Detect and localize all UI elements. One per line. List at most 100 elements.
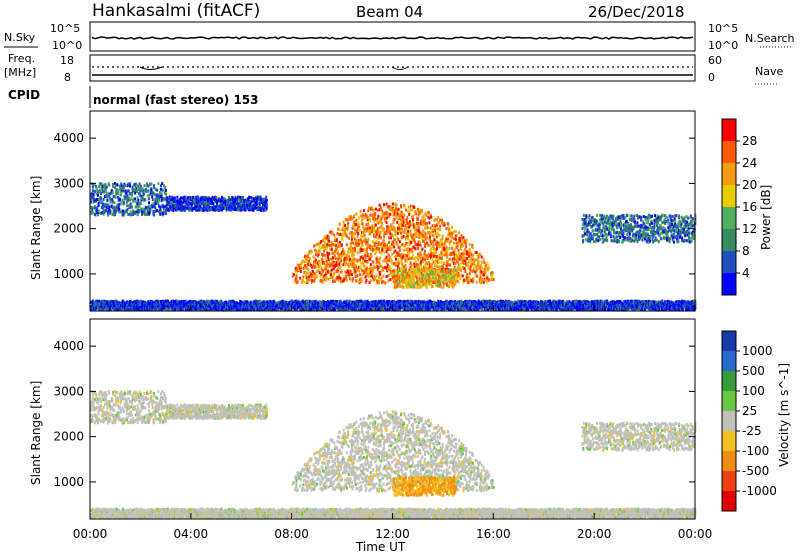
power-cell xyxy=(389,213,391,216)
power-cell xyxy=(408,213,410,216)
power-cell xyxy=(345,254,347,257)
power-cell xyxy=(406,226,408,229)
power-cell xyxy=(463,279,465,282)
power-cell xyxy=(428,244,430,247)
power-cell xyxy=(320,240,322,243)
power-cell xyxy=(253,209,255,212)
power-cell xyxy=(351,273,353,276)
station-title: Hankasalmi (fitACF) xyxy=(92,1,260,21)
power-cell xyxy=(137,213,139,216)
power-cell xyxy=(367,222,369,225)
power-cell xyxy=(152,210,154,213)
power-cell xyxy=(442,237,444,240)
power-cell xyxy=(652,240,654,243)
power-cell xyxy=(430,227,432,230)
power-cell xyxy=(641,226,643,229)
power-cell xyxy=(606,239,608,242)
power-cell xyxy=(375,208,377,211)
power-cell xyxy=(481,267,483,270)
power-cell xyxy=(321,273,323,276)
power-cell xyxy=(473,278,475,281)
power-cell xyxy=(165,193,167,196)
power-cell xyxy=(435,232,437,235)
power-cell xyxy=(355,275,357,278)
power-cell xyxy=(384,217,386,220)
date-title: 26/Dec/2018 xyxy=(588,3,684,21)
power-cell xyxy=(147,185,149,188)
power-cell xyxy=(486,280,488,283)
power-cell xyxy=(103,198,105,201)
power-cell xyxy=(674,236,676,239)
power-cell xyxy=(466,241,468,244)
power-cell xyxy=(636,225,638,228)
power-cell xyxy=(383,250,385,253)
beam-title: Beam 04 xyxy=(356,3,423,21)
power-cell xyxy=(460,269,462,272)
power-cell xyxy=(449,247,451,250)
power-cell xyxy=(439,257,441,260)
power-cell xyxy=(315,243,317,246)
power-cell xyxy=(455,277,457,280)
power-cell xyxy=(416,286,418,289)
power-cell xyxy=(360,210,362,213)
power-cell xyxy=(117,189,119,192)
power-cell xyxy=(381,269,383,272)
power-cell xyxy=(346,228,348,231)
power-cell xyxy=(377,215,379,218)
power-cell xyxy=(371,245,373,248)
power-cell xyxy=(228,196,230,199)
power-cell xyxy=(386,244,388,247)
power-cell xyxy=(405,209,407,212)
power-cell xyxy=(357,259,359,262)
power-cell xyxy=(393,221,395,224)
power-cell xyxy=(629,229,631,232)
power-cell xyxy=(651,215,653,218)
power-cell xyxy=(156,209,158,212)
power-cell xyxy=(328,244,330,247)
power-cell xyxy=(355,223,357,226)
power-cell xyxy=(463,255,465,258)
power-cell xyxy=(331,268,333,271)
power-cell xyxy=(459,239,461,242)
power-cell xyxy=(136,190,138,193)
power-cell xyxy=(424,227,426,230)
power-cell xyxy=(679,220,681,223)
power-cell xyxy=(669,240,671,243)
sky-left-tick-bottom: 10^0 xyxy=(52,39,82,52)
power-cell xyxy=(156,189,158,192)
power-cell xyxy=(411,268,413,271)
power-cell xyxy=(419,241,421,244)
power-cell xyxy=(326,260,328,263)
power-cell xyxy=(254,207,256,210)
power-cell xyxy=(403,286,405,289)
power-cell xyxy=(221,196,223,199)
power-cell xyxy=(461,239,463,242)
power-cell xyxy=(126,204,128,207)
power-cell xyxy=(473,269,475,272)
power-cell xyxy=(433,254,435,257)
power-cell xyxy=(469,272,471,275)
power-cell xyxy=(365,275,367,278)
power-cell xyxy=(451,247,453,250)
power-cell xyxy=(455,269,457,272)
power-cell xyxy=(184,209,186,212)
power-cell xyxy=(118,211,120,214)
power-cell xyxy=(386,221,388,224)
power-cell xyxy=(651,222,653,225)
power-cell xyxy=(157,182,159,185)
power-cell xyxy=(365,279,367,282)
power-cell xyxy=(399,280,401,283)
power-cell xyxy=(180,196,182,199)
power-cell xyxy=(360,265,362,268)
power-cell xyxy=(108,206,110,209)
power-cell xyxy=(689,225,691,228)
power-cell xyxy=(665,220,667,223)
power-cell xyxy=(627,231,629,234)
power-cell xyxy=(430,247,432,250)
power-cell xyxy=(383,247,385,250)
power-cell xyxy=(346,243,348,246)
power-cell xyxy=(363,209,365,212)
power-cell xyxy=(606,228,608,231)
power-cell xyxy=(439,225,441,228)
power-cell xyxy=(631,214,633,217)
